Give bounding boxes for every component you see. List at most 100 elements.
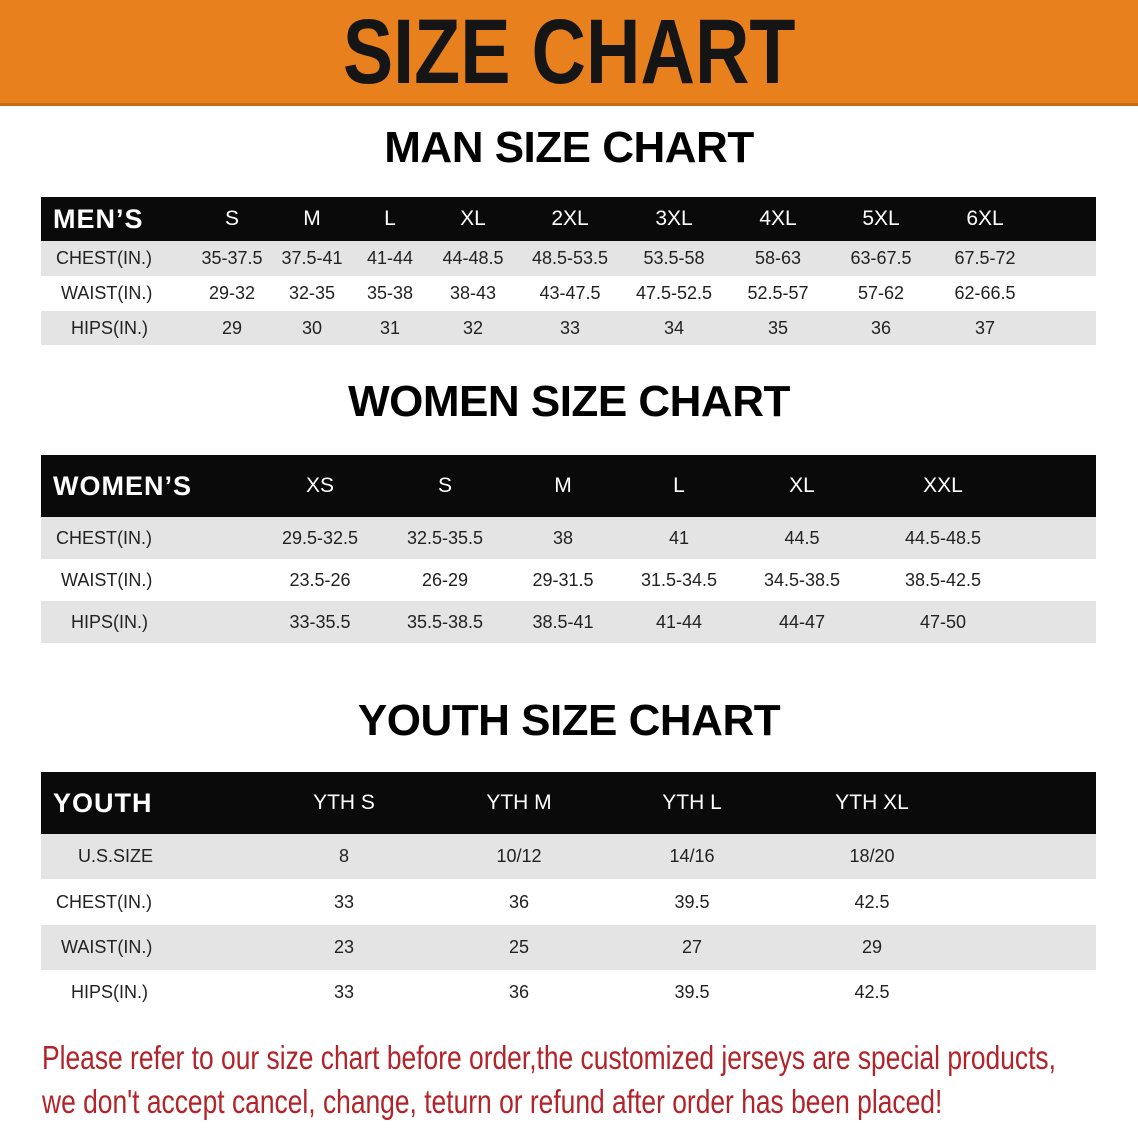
table-cell: 39.5 [674, 891, 710, 912]
table-cell: 44-47 [778, 611, 826, 632]
men-section-title: MAN SIZE CHART [384, 123, 754, 172]
table-row: U.S.SIZE 8 10/12 14/16 18/20 [41, 834, 1096, 879]
table-row: WAIST(IN.) 23.5-26 26-29 29-31.5 31.5-34.5 34… [41, 559, 1096, 601]
table-cell: 36 [870, 317, 892, 338]
size-header: 2XL [551, 207, 589, 230]
note-line-2: we don't accept cancel, change, teturn o… [42, 1083, 943, 1120]
row-label: HIPS(IN.) [71, 317, 149, 338]
table-cell: 62-66.5 [954, 283, 1016, 303]
table-cell: 52.5-57 [747, 283, 809, 303]
note-line-1: Please refer to our size chart before or… [42, 1039, 1056, 1076]
table-cell: 36 [508, 982, 530, 1002]
header-label: MEN’S [53, 203, 144, 234]
table-cell: 34.5-38.5 [763, 569, 841, 590]
size-header: YTH XL [835, 791, 909, 814]
table-row: HIPS(IN.) 29 30 31 32 33 34 35 36 37 [41, 311, 1096, 345]
row-label: HIPS(IN.) [71, 611, 149, 632]
table-cell: 44.5-48.5 [904, 527, 982, 548]
table-cell: 29 [221, 317, 243, 338]
table-cell: 44-48.5 [442, 248, 504, 268]
table-cell: 38-43 [449, 283, 497, 303]
size-header: M [303, 207, 321, 230]
table-cell: 41-44 [366, 248, 414, 268]
table-cell: 29-31.5 [532, 569, 594, 590]
table-cell: 25 [508, 937, 530, 957]
women-header-row: WOMEN’S XS S M L XL XXL [41, 455, 1096, 517]
table-cell: 23 [333, 937, 355, 957]
size-header: XL [789, 474, 815, 497]
table-cell: 47.5-52.5 [635, 283, 713, 303]
row-label: HIPS(IN.) [71, 982, 149, 1002]
youth-header-row: YOUTH YTH S YTH M YTH L YTH XL [41, 772, 1096, 834]
men-header-row: MEN’S S M L XL 2XL 3XL 4XL 5XL 6XL [41, 197, 1096, 241]
row-label: WAIST(IN.) [61, 569, 153, 590]
row-label: WAIST(IN.) [61, 937, 153, 957]
table-cell: 42.5 [854, 982, 890, 1002]
table-cell: 35 [767, 317, 789, 338]
table-cell: 67.5-72 [954, 248, 1016, 268]
table-cell: 41 [668, 527, 690, 548]
table-cell: 43-47.5 [539, 283, 601, 303]
size-header: L [384, 207, 396, 230]
table-cell: 39.5 [674, 982, 710, 1002]
table-cell: 58-63 [754, 248, 802, 268]
size-header: YTH M [486, 791, 552, 814]
table-row: CHEST(IN.) 35-37.5 37.5-41 41-44 44-48.5 48.5… [41, 241, 1096, 276]
table-cell: 29.5-32.5 [281, 527, 359, 548]
table-cell: 33-35.5 [289, 611, 351, 632]
table-cell: 44.5 [784, 527, 820, 548]
table-cell: 27 [681, 937, 703, 957]
size-header: S [437, 474, 452, 497]
table-cell: 35-38 [366, 283, 414, 303]
size-header: XS [305, 474, 334, 497]
size-header: 6XL [966, 207, 1004, 230]
row-label: U.S.SIZE [78, 846, 154, 866]
table-cell: 29-32 [208, 283, 256, 303]
row-label: WAIST(IN.) [61, 283, 153, 303]
table-cell: 26-29 [421, 569, 469, 590]
table-cell: 35.5-38.5 [406, 611, 484, 632]
size-header: 4XL [759, 207, 797, 230]
table-row: WAIST(IN.) 23 25 27 29 [41, 925, 1096, 970]
table-cell: 36 [508, 891, 530, 912]
table-cell: 29 [861, 937, 883, 957]
table-row: CHEST(IN.) 33 36 39.5 42.5 [41, 879, 1096, 925]
table-cell: 32 [462, 317, 484, 338]
table-cell: 33 [333, 891, 355, 912]
table-cell: 14/16 [669, 846, 715, 866]
table-cell: 38 [552, 527, 574, 548]
banner-title: SIZE CHART [342, 1, 796, 103]
table-cell: 32-35 [288, 283, 336, 303]
table-cell: 18/20 [849, 846, 895, 866]
table-cell: 37 [974, 317, 996, 338]
banner: SIZE CHART [0, 0, 1138, 106]
table-cell: 23.5-26 [289, 569, 351, 590]
table-cell: 38.5-42.5 [904, 569, 982, 590]
size-header: S [224, 207, 239, 230]
table-cell: 33 [559, 317, 581, 338]
table-cell: 35-37.5 [201, 248, 263, 268]
women-section-title: WOMEN SIZE CHART [348, 377, 790, 426]
table-cell: 34 [663, 317, 685, 338]
table-cell: 41-44 [655, 611, 703, 632]
table-cell: 32.5-35.5 [406, 527, 484, 548]
table-cell: 38.5-41 [532, 611, 594, 632]
header-label: WOMEN’S [53, 470, 192, 501]
table-row: HIPS(IN.) 33-35.5 35.5-38.5 38.5-41 41-44 44-… [41, 601, 1096, 643]
table-row: CHEST(IN.) 29.5-32.5 32.5-35.5 38 41 44.5 44.5… [41, 517, 1096, 559]
size-header: 3XL [655, 207, 693, 230]
size-header: M [554, 474, 572, 497]
table-row: WAIST(IN.) 29-32 32-35 35-38 38-43 43-47.5 47.… [41, 276, 1096, 311]
table-row: HIPS(IN.) 33 36 39.5 42.5 [41, 970, 1096, 1015]
table-cell: 37.5-41 [281, 248, 343, 268]
row-label: CHEST(IN.) [56, 527, 152, 548]
table-cell: 42.5 [854, 891, 890, 912]
size-header: YTH L [662, 791, 722, 814]
table-cell: 10/12 [496, 846, 542, 866]
row-label: CHEST(IN.) [56, 248, 152, 268]
table-cell: 47-50 [919, 611, 967, 632]
youth-section-title: YOUTH SIZE CHART [357, 696, 781, 745]
size-header: XXL [923, 474, 963, 497]
size-header: YTH S [313, 791, 375, 814]
table-cell: 53.5-58 [643, 248, 705, 268]
